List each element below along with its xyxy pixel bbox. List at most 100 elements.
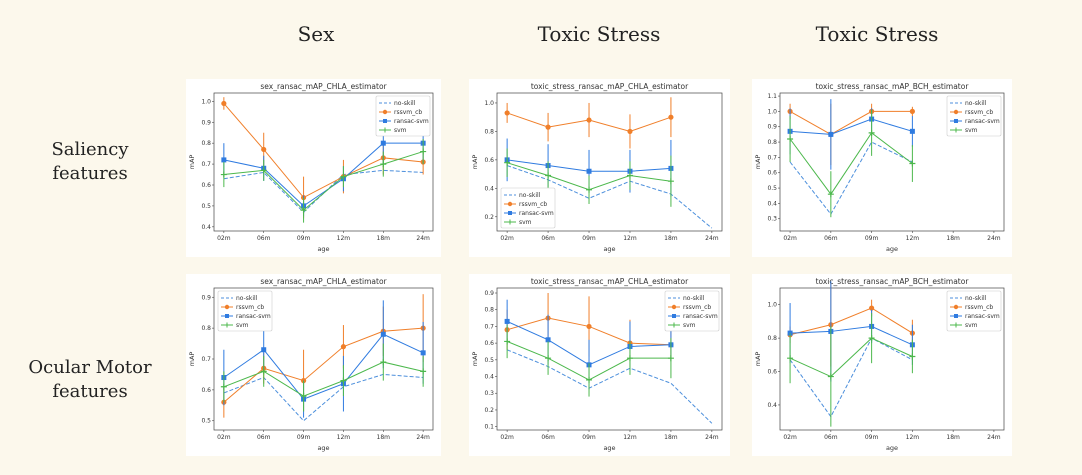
- y-tick-label: 0.9: [201, 294, 211, 301]
- series-rssvm_cb-point: [504, 110, 510, 116]
- x-axis-label: age: [886, 444, 898, 452]
- x-tick-label: 12m: [906, 434, 920, 441]
- series-svm-point: [220, 383, 227, 390]
- legend-marker: [507, 219, 513, 225]
- y-tick-label: 1.0: [201, 98, 211, 105]
- y-tick-label: 0.7: [201, 161, 211, 168]
- legend-marker: [953, 304, 959, 310]
- legend-label: ransac-svm: [965, 118, 1000, 125]
- x-tick-label: 18m: [377, 235, 391, 242]
- x-tick-label: 24m: [987, 235, 1001, 242]
- y-axis-label: mAP: [754, 155, 762, 170]
- series-ransac-svm-point: [545, 337, 551, 343]
- series-svm-point: [420, 368, 427, 375]
- legend-marker: [953, 127, 959, 133]
- series-svm-point: [300, 207, 307, 214]
- series-svm-point: [380, 359, 387, 366]
- chart-svg-6: toxic_stress_ransac_mAP_BCH_estimator 0.4…: [754, 277, 1005, 452]
- series-ransac-svm-point: [586, 168, 592, 174]
- series-svm-point: [868, 335, 875, 342]
- x-tick-label: 02m: [783, 434, 797, 441]
- y-tick-label: 0.8: [767, 335, 777, 342]
- column-title-toxic-stress-bch: Toxic Stress: [815, 22, 939, 46]
- y-axis-label: mAP: [754, 352, 762, 367]
- series-rssvm_cb-point: [261, 146, 267, 153]
- plot-area: [779, 92, 1005, 232]
- y-tick-label: 0.7: [767, 154, 777, 161]
- series-svm-line: [223, 151, 424, 211]
- legend-marker: [382, 109, 388, 115]
- x-tick-label: 09m: [582, 235, 596, 242]
- column-title-toxic-stress-chla: Toxic Stress: [537, 22, 661, 46]
- series-svm-point: [340, 377, 347, 384]
- chart-panel-3: toxic_stress_ransac_mAP_BCH_estimator 0.3…: [752, 79, 1012, 257]
- x-tick-label: 24m: [705, 235, 719, 242]
- series-svm-point: [667, 178, 674, 185]
- legend-label: no-skill: [394, 100, 416, 107]
- legend-label: svm: [519, 219, 532, 226]
- y-tick-label: 0.8: [767, 139, 777, 146]
- chart-title: toxic_stress_ransac_mAP_CHLA_estimator: [531, 82, 689, 91]
- series-svm-point: [586, 186, 593, 193]
- y-tick-label: 0.9: [201, 119, 211, 126]
- legend-label: rssvm_cb: [965, 109, 993, 116]
- plot-area: [213, 92, 434, 232]
- legend-label: ransac-svm: [236, 313, 271, 320]
- x-axis-label: age: [603, 245, 615, 253]
- x-tick-label: 02m: [783, 235, 797, 242]
- x-axis-label: age: [317, 444, 329, 452]
- chart-svg-1: sex_ransac_mAP_CHLA_estimator 0.4 0.5 0.6 0.…: [188, 82, 434, 253]
- series-svm-point: [827, 373, 834, 380]
- x-tick-label: 18m: [377, 434, 391, 441]
- y-axis-label: mAP: [188, 352, 196, 367]
- chart-title: toxic_stress_ransac_mAP_CHLA_estimator: [531, 277, 689, 286]
- x-tick-label: 24m: [987, 434, 1001, 441]
- series-svm-point: [380, 161, 387, 168]
- series-svm-point: [300, 393, 307, 400]
- legend-marker: [954, 119, 958, 123]
- series-ransac-svm-point: [380, 331, 386, 337]
- y-tick-label: 0.7: [484, 323, 494, 330]
- row-label-saliency: Saliency features: [0, 138, 180, 186]
- chart-svg-5: toxic_stress_ransac_mAP_CHLA_estimator 0.…: [471, 277, 723, 452]
- legend-label: rssvm_cb: [965, 304, 993, 311]
- x-tick-label: 18m: [664, 235, 678, 242]
- series-svm-point: [909, 353, 916, 360]
- series-rssvm_cb-point: [586, 323, 592, 330]
- x-tick-label: 09m: [865, 235, 879, 242]
- chart-panel-6: toxic_stress_ransac_mAP_BCH_estimator 0.4…: [752, 274, 1012, 456]
- x-tick-label: 09m: [865, 434, 879, 441]
- legend-label: rssvm_cb: [683, 304, 711, 311]
- series-rssvm_cb-point: [668, 114, 674, 120]
- x-tick-label: 12m: [906, 235, 920, 242]
- series-svm-point: [545, 355, 552, 362]
- x-tick-label: 06m: [824, 235, 838, 242]
- series-rssvm_cb-point: [300, 378, 307, 384]
- series-svm-point: [626, 355, 633, 362]
- series-ransac-svm-point: [221, 157, 227, 163]
- series-rssvm_cb-point: [627, 128, 633, 135]
- legend-label: rssvm_cb: [519, 201, 547, 208]
- x-tick-label: 24m: [416, 235, 430, 242]
- y-tick-label: 0.4: [767, 200, 777, 207]
- y-tick-label: 1.0: [767, 302, 777, 309]
- series-rssvm_cb-line: [789, 110, 913, 135]
- row-label-ocular-motor-text: Ocular Motor features: [28, 357, 152, 402]
- series-svm-point: [504, 159, 511, 166]
- x-tick-label: 09m: [297, 235, 311, 242]
- series-ransac-svm-point: [828, 131, 834, 137]
- series-ransac-svm-point: [504, 318, 510, 324]
- chart-title: sex_ransac_mAP_CHLA_estimator: [260, 82, 387, 91]
- series-svm-point: [626, 172, 633, 179]
- series-ransac-svm-point: [261, 347, 267, 353]
- series-svm-line: [789, 132, 913, 196]
- plot-area: [496, 92, 723, 232]
- x-tick-label: 02m: [500, 434, 514, 441]
- legend-box: [500, 187, 556, 229]
- legend-label: no-skill: [965, 100, 987, 107]
- legend-box: [946, 290, 1002, 332]
- y-tick-label: 0.8: [201, 140, 211, 147]
- x-tick-label: 06m: [257, 434, 271, 441]
- x-tick-label: 06m: [824, 434, 838, 441]
- series-rssvm_cb-point: [869, 305, 875, 311]
